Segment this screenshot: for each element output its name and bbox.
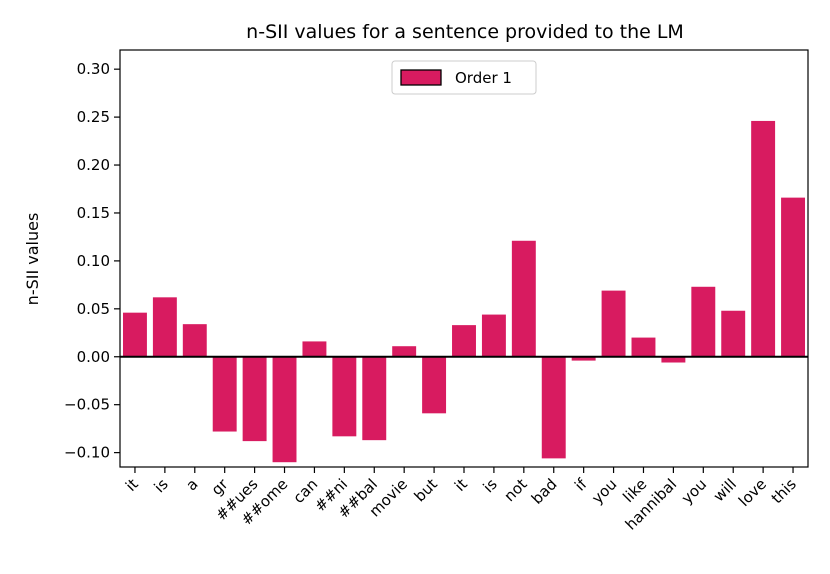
x-tick-label: love xyxy=(735,475,770,510)
y-tick-label: 0.15 xyxy=(77,204,110,222)
bar-12[interactable] xyxy=(481,314,506,357)
bar-11[interactable] xyxy=(452,325,476,357)
bar-9[interactable] xyxy=(392,346,417,357)
y-tick-label: 0.20 xyxy=(77,156,110,174)
bar-8[interactable] xyxy=(362,356,387,441)
bar-15[interactable] xyxy=(571,356,596,361)
legend-box xyxy=(391,60,537,95)
bar-19[interactable] xyxy=(691,286,716,357)
bar-18[interactable] xyxy=(661,356,686,363)
x-tick-label: a xyxy=(182,475,201,494)
x-tick-label: is xyxy=(150,475,171,496)
y-tick-label: 0.00 xyxy=(77,348,110,366)
x-tick-label: is xyxy=(480,475,501,496)
y-tick-label: −0.05 xyxy=(64,396,110,414)
bar-1[interactable] xyxy=(152,297,177,357)
y-tick-label: 0.30 xyxy=(77,60,110,78)
bar-14[interactable] xyxy=(541,356,566,459)
x-tick-label: if xyxy=(571,475,591,495)
bar-3[interactable] xyxy=(212,356,237,432)
bar-17[interactable] xyxy=(631,337,656,357)
y-tick-label: 0.25 xyxy=(77,108,110,126)
bar-20[interactable] xyxy=(721,310,746,357)
x-tick-label: it xyxy=(451,475,471,495)
y-tick-label: 0.10 xyxy=(77,252,110,270)
x-tick-label: will xyxy=(710,475,740,505)
bar-13[interactable] xyxy=(511,240,536,357)
legend-swatch xyxy=(400,69,442,86)
legend[interactable]: Order 1 xyxy=(391,60,537,95)
bar-0[interactable] xyxy=(122,312,147,357)
y-axis-label: n-SII values xyxy=(23,213,42,306)
bar-10[interactable] xyxy=(422,356,447,414)
bar-2[interactable] xyxy=(182,324,207,357)
x-tick-label: it xyxy=(122,475,142,495)
bars-group xyxy=(122,120,806,463)
x-tick-label: you xyxy=(588,475,620,507)
bar-22[interactable] xyxy=(781,197,806,357)
y-tick-label: 0.05 xyxy=(77,300,110,318)
chart-title: n-SII values for a sentence provided to … xyxy=(246,21,684,43)
x-tick-label: not xyxy=(501,475,531,505)
y-axis: 0.30 0.25 0.20 0.15 0.10 0.05 0.00 −0.05 −0.10 xyxy=(64,60,120,462)
bar-6[interactable] xyxy=(302,341,327,357)
bar-7[interactable] xyxy=(332,356,357,437)
y-tick-label: −0.10 xyxy=(64,444,110,462)
bar-21[interactable] xyxy=(751,120,776,357)
legend-label: Order 1 xyxy=(455,69,512,87)
bar-5[interactable] xyxy=(272,356,297,463)
x-tick-label: but xyxy=(411,475,441,505)
x-tick-label: you xyxy=(678,475,710,507)
bar-16[interactable] xyxy=(601,290,626,357)
x-tick-label: this xyxy=(768,475,800,507)
plot-frame xyxy=(119,49,809,468)
x-tick-label: bad xyxy=(528,475,561,508)
bar-4[interactable] xyxy=(242,356,267,442)
